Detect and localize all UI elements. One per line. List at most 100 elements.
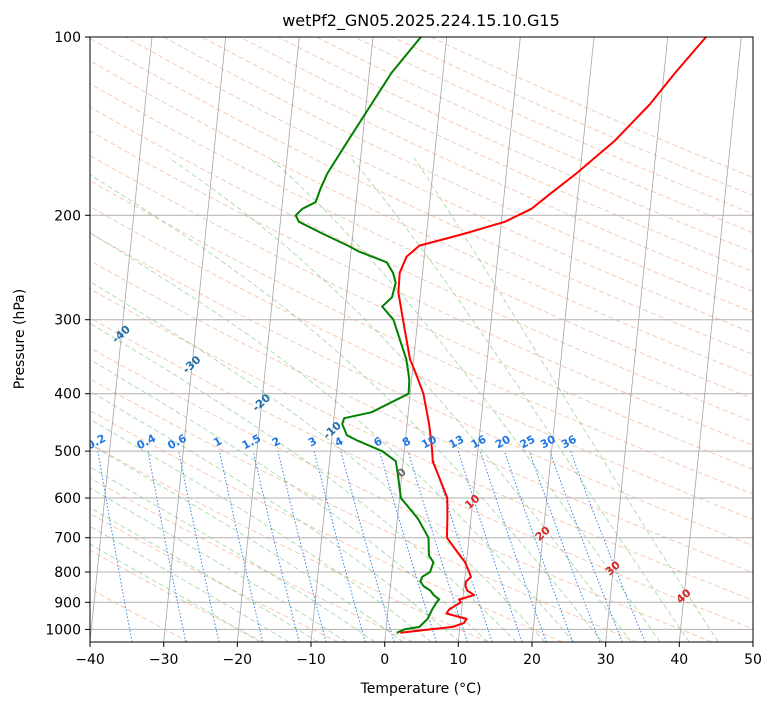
isotherm: [752, 638, 753, 642]
mixing-ratio-label: 10: [419, 433, 439, 452]
dry-adiabat: [90, 130, 753, 446]
dewpoint-profile: [294, 37, 441, 634]
y-tick-label: 800: [54, 565, 81, 581]
isotherm-label: -30: [180, 353, 204, 376]
mixing-ratio-label: 4: [333, 434, 346, 449]
x-tick-label: −30: [149, 652, 179, 668]
isotherm: [310, 37, 374, 642]
x-tick-label: 30: [597, 652, 615, 668]
dry-adiabat: [90, 347, 712, 642]
line-labels: -100-90-80-70-60-50-40-30-20-10010203040…: [40, 282, 694, 607]
mixing-ratio-line: [277, 450, 327, 642]
isotherm-label: 20: [533, 523, 553, 543]
y-axis: 100 200 300 400 500 600 700 800 900 1000: [45, 30, 90, 638]
y-tick-label: 500: [54, 444, 81, 460]
mixing-ratio-line: [379, 450, 437, 642]
mixing-ratio-label: 1.5: [240, 432, 263, 453]
y-tick-label: 700: [54, 531, 81, 547]
isotherm-label: 0: [394, 465, 409, 480]
x-tick-label: 0: [380, 652, 389, 668]
series-layer: [294, 37, 707, 634]
plot-frame: [89, 36, 754, 643]
isotherm-label: -40: [109, 323, 133, 346]
mixing-ratio-line: [252, 450, 300, 642]
x-tick-label: −20: [223, 652, 253, 668]
x-axis: −40 −30 −20 −10 0 10 20 30 40 50: [75, 642, 762, 668]
mixing-ratio-label: 16: [469, 433, 489, 452]
dry-adiabat: [201, 37, 753, 293]
isotherm-label: 40: [674, 586, 694, 606]
dry-adiabat: [90, 154, 753, 470]
mixing-ratio-label: 0.2: [85, 432, 108, 453]
dry-adiabat: [90, 443, 488, 642]
x-tick-label: 50: [744, 652, 762, 668]
dry-adiabat: [90, 477, 414, 642]
mixing-ratio-label: 13: [447, 433, 467, 452]
mixing-ratio-label: 36: [559, 433, 579, 452]
isotherm: [678, 37, 742, 642]
temperature-profile: [397, 37, 707, 634]
dry-adiabat: [90, 512, 339, 642]
isotherm: [605, 37, 669, 642]
moist-adiabat: [413, 157, 719, 642]
isotherm-label: -20: [250, 391, 274, 414]
x-tick-label: 40: [670, 652, 688, 668]
isotherm: [236, 37, 300, 642]
y-tick-label: 1000: [45, 622, 81, 638]
mixing-ratio-line: [218, 450, 264, 642]
mixing-ratio-label: 0.6: [165, 432, 189, 453]
dry-adiabat: [90, 260, 753, 574]
mixing-ratio-label: 3: [306, 434, 319, 449]
isotherm-label: 10: [462, 492, 482, 512]
moist-adiabat: [90, 232, 574, 642]
mixing-ratio-label: 30: [538, 433, 558, 452]
x-axis-label: Temperature (°C): [360, 681, 482, 697]
moist-adiabat: [90, 487, 347, 642]
mixing-ratio-line: [549, 450, 623, 642]
moist-adiabat: [350, 157, 690, 642]
dry-adiabat: [90, 378, 638, 642]
y-tick-label: 200: [54, 208, 81, 224]
mixing-ratio-line: [528, 450, 601, 642]
mixing-ratio-line: [430, 450, 493, 642]
dry-adiabat: [90, 38, 753, 355]
moist-adiabat: [90, 466, 376, 642]
x-tick-label: 10: [449, 652, 467, 668]
y-tick-label: 600: [54, 491, 81, 507]
mixing-ratio-line: [313, 450, 366, 642]
y-tick-label: 400: [54, 387, 81, 403]
pressure-grid: [90, 37, 753, 630]
mixing-ratio-line: [570, 450, 646, 642]
mixing-ratio-line: [147, 451, 187, 642]
isotherm: [90, 37, 153, 642]
dry-adiabat: [90, 317, 753, 630]
mixing-ratio-label: 25: [518, 433, 538, 452]
chart-title: wetPf2_GN05.2025.224.15.10.G15: [282, 11, 560, 31]
dry-adiabat: [163, 37, 753, 313]
dry-adiabat: [430, 37, 753, 178]
mixing-ratio-line: [340, 450, 395, 642]
dry-adiabat: [125, 37, 753, 334]
isotherm-label: -50: [40, 282, 64, 305]
y-axis-label: Pressure (hPa): [12, 289, 28, 389]
mixing-ratio-line: [479, 450, 547, 642]
mixing-ratio-line: [178, 451, 220, 642]
mixing-ratio-label: 1: [211, 434, 224, 449]
x-tick-label: −40: [75, 652, 105, 668]
y-tick-label: 100: [54, 30, 81, 46]
mixing-ratio-line: [457, 450, 523, 642]
dry-adiabat: [90, 288, 753, 601]
mixing-ratio-label: 20: [493, 433, 513, 452]
dry-adiabat: [90, 410, 563, 642]
mixing-ratio-label: 2: [270, 434, 283, 449]
isotherm: [163, 37, 227, 642]
dry-adiabat: [90, 588, 190, 642]
isotherm: [531, 37, 595, 642]
mixing-ratio-line: [407, 450, 468, 642]
dry-adiabat: [354, 37, 753, 215]
x-tick-label: 20: [523, 652, 541, 668]
moist-adiabat: [269, 157, 661, 642]
moist-adiabat: [90, 543, 261, 642]
isotherm: [457, 37, 521, 642]
mixing-ratio-label: 0.4: [135, 432, 159, 453]
